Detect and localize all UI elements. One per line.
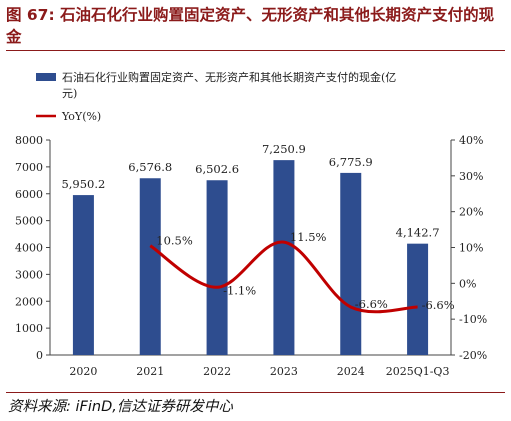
y-left-tick-label: 3000	[15, 268, 43, 281]
yoy-line	[149, 240, 418, 314]
y-left-tick-label: 1000	[15, 322, 43, 335]
y-left-tick-label: 7000	[15, 161, 43, 174]
y-right-tick-label: 30%	[459, 170, 483, 183]
bars	[72, 160, 429, 355]
yoy-value-label: -6.6%	[355, 297, 388, 311]
title-divider	[6, 50, 505, 51]
source-note: 资料来源: iFinD,信达证券研发中心	[8, 395, 233, 416]
bar	[340, 172, 362, 355]
y-right-ticks: -20% -10% 0% 10% 20% 30% 40%	[451, 134, 487, 362]
bar-value-label: 6,576.8	[128, 160, 172, 174]
y-right-tick-label: 10%	[459, 242, 483, 255]
yoy-value-label: -6.6%	[422, 298, 455, 312]
bar-value-label: 6,775.9	[329, 155, 373, 169]
bar-labels: 5,950.2 6,576.8 6,502.6 7,250.9 6,775.9 4,142…	[61, 142, 439, 240]
bar-value-label: 5,950.2	[61, 177, 105, 191]
x-tick-label: 2024	[337, 365, 365, 378]
x-tick-label: 2020	[69, 365, 97, 378]
x-ticks: 2020 2021 2022 2023 2024 2025Q1-Q3	[69, 365, 449, 378]
y-left-ticks: 0 1000 2000 3000 4000 5000 6000 7000 8000	[15, 134, 50, 362]
y-left-tick-label: 4000	[15, 242, 43, 255]
bar-value-label: 4,142.7	[396, 226, 440, 240]
y-left-tick-label: 0	[36, 349, 43, 362]
y-right-tick-label: 20%	[459, 206, 483, 219]
bar-value-label: 7,250.9	[262, 142, 306, 156]
x-tick-label: 2022	[203, 365, 231, 378]
source-label: 资料来源:	[8, 399, 71, 415]
x-tick-label: 2025Q1-Q3	[386, 365, 450, 378]
y-left-tick-label: 2000	[15, 295, 43, 308]
yoy-value-label: 11.5%	[290, 230, 327, 244]
source-divider	[6, 392, 505, 393]
yoy-value-label: -1.1%	[223, 283, 256, 297]
legend: 石油石化行业购置固定资产、无形资产和其他长期资产支付的现金(亿 元) YoY(%…	[36, 70, 396, 123]
x-tick-label: 2021	[136, 365, 164, 378]
y-right-tick-label: -20%	[459, 349, 487, 362]
legend-label-line: YoY(%)	[61, 110, 101, 123]
y-right-tick-label: -10%	[459, 313, 487, 326]
y-left-tick-label: 6000	[15, 188, 43, 201]
source-name: iFinD,信达证券研发中心	[70, 399, 233, 415]
y-right-tick-label: 0%	[459, 277, 476, 290]
bar	[206, 180, 228, 355]
y-left-tick-label: 8000	[15, 134, 43, 147]
bar	[139, 178, 161, 355]
legend-label-bar: 石油石化行业购置固定资产、无形资产和其他长期资产支付的现金(亿	[62, 70, 396, 84]
bar-value-label: 6,502.6	[195, 162, 239, 176]
bar	[407, 243, 429, 355]
y-right-tick-label: 40%	[459, 134, 483, 147]
bar	[72, 195, 94, 355]
figure-title: 图 67: 石油石化行业购置固定资产、无形资产和其他长期资产支付的现金	[6, 6, 495, 46]
x-tick-label: 2023	[270, 365, 298, 378]
yoy-labels: 10.5% -1.1% 11.5% -6.6% -6.6%	[156, 230, 455, 312]
bar	[273, 160, 295, 355]
legend-label-bar-wrap: 元)	[62, 87, 77, 100]
y-left-tick-label: 5000	[15, 215, 43, 228]
yoy-value-label: 10.5%	[156, 234, 193, 248]
legend-swatch-bar	[36, 73, 56, 81]
